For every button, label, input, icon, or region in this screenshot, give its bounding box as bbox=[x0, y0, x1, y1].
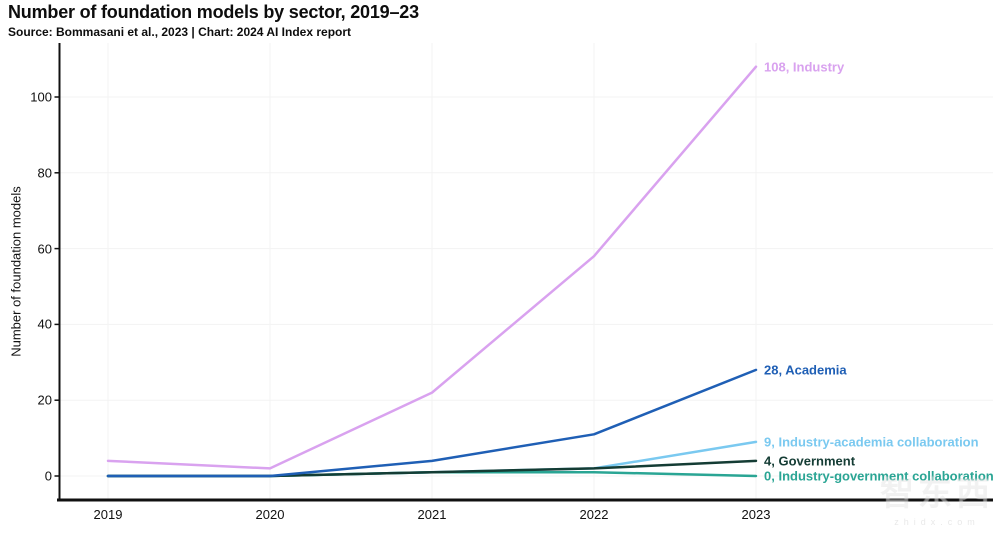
y-tick-label: 0 bbox=[44, 468, 52, 484]
series-label-industry-government-collaboration: 0, Industry-government collaboration bbox=[764, 468, 994, 484]
series-line-academia bbox=[106, 368, 758, 478]
y-tick-label: 100 bbox=[30, 89, 52, 105]
series-label-industry: 108, Industry bbox=[764, 59, 845, 75]
y-tick-label: 80 bbox=[37, 165, 52, 181]
x-tick-label: 2019 bbox=[93, 507, 123, 522]
chart-title: Number of foundation models by sector, 2… bbox=[8, 2, 419, 22]
y-tick-label: 20 bbox=[37, 392, 52, 408]
y-tick-label: 40 bbox=[37, 316, 52, 332]
x-tick-label: 2021 bbox=[417, 507, 447, 522]
y-tick-label: 60 bbox=[37, 241, 52, 257]
chart-source: Source: Bommasani et al., 2023 | Chart: … bbox=[8, 25, 352, 39]
x-tick-label: 2023 bbox=[741, 507, 771, 522]
series-line-industry bbox=[106, 65, 758, 470]
series-label-industry-academia-collaboration: 9, Industry-academia collaboration bbox=[764, 434, 979, 450]
x-tick-label: 2020 bbox=[255, 507, 285, 522]
series-label-government: 4, Government bbox=[764, 453, 856, 469]
series-label-academia: 28, Academia bbox=[764, 362, 847, 378]
x-tick-label: 2022 bbox=[579, 507, 609, 522]
